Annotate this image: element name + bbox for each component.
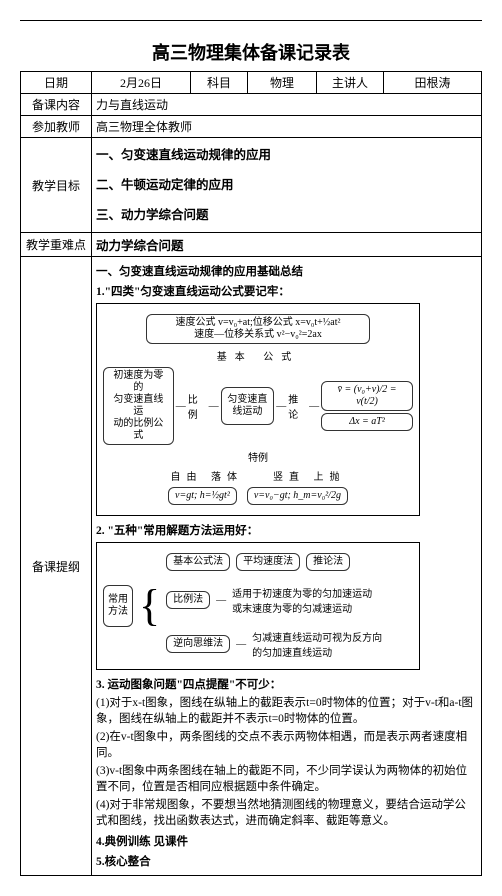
outline-p2: (2)在v-t图象中，两条图线的交点不表示两物体相遇，而是表示两者速度相同。 xyxy=(96,730,477,761)
outline-s5: 5.核心整合 xyxy=(96,853,477,869)
speaker-value: 田根涛 xyxy=(384,72,482,94)
goal-2: 二、牛顿运动定律的应用 xyxy=(96,170,477,200)
d1-right-box1: v̄ = (v₀+v)/2 = v(t/2) xyxy=(321,381,413,411)
outline-label: 备课提纲 xyxy=(21,257,92,876)
subject-label: 科目 xyxy=(191,72,248,94)
date-value: 2月26日 xyxy=(92,72,191,94)
difficult-row: 教学重难点 动力学综合问题 xyxy=(21,233,482,257)
d1-vert: 竖直 上抛 xyxy=(273,468,346,483)
diagram-four-types: 速度公式 v=v₀+at;位移公式 x=v₀t+½at² 速度—位移关系式 v²… xyxy=(96,303,420,516)
d2-c: 推论法 xyxy=(306,553,350,571)
speaker-label: 主讲人 xyxy=(317,72,384,94)
d2-b: 平均速度法 xyxy=(236,553,300,571)
goal-3: 三、动力学综合问题 xyxy=(96,200,477,230)
outline-cell: 一、匀变速直线运动规律的应用基础总结 1."四类"匀变速直线运动公式要记牢： 速… xyxy=(92,257,482,876)
d2-e: 逆向思维法 xyxy=(166,635,230,653)
header-row-1: 日期 2月26日 科目 物理 主讲人 田根涛 xyxy=(21,72,482,94)
diagram-five-methods: 常用 方法 { 基本公式法 平均速度法 推论法 比例法 — 适用于初速度为零的匀… xyxy=(96,542,420,670)
content-label: 备课内容 xyxy=(21,94,92,116)
goals-label: 教学目标 xyxy=(21,138,92,233)
d1-left-box: 初速度为零的 匀变速直线运 动的比例公式 xyxy=(103,367,174,445)
goals-cell: 一、匀变速直线运动规律的应用 二、牛顿运动定律的应用 三、动力学综合问题 xyxy=(92,138,482,233)
goals-row: 教学目标 一、匀变速直线运动规律的应用 二、牛顿运动定律的应用 三、动力学综合问… xyxy=(21,138,482,233)
teachers-label: 参加教师 xyxy=(21,116,92,138)
header-row-3: 参加教师 高三物理全体教师 xyxy=(21,116,482,138)
d1-center-node: 匀变速直 线运动 xyxy=(221,387,275,425)
teachers-value: 高三物理全体教师 xyxy=(92,116,482,138)
outline-s2: 2. "五种"常用解题方法运用好： xyxy=(96,522,477,538)
outline-p4: (4)对于非常规图象，不要想当然地猜测图线的物理意义，要结合运动学公式和图线，找… xyxy=(96,798,477,829)
d2-a: 基本公式法 xyxy=(166,553,230,571)
outline-s3: 3. 运动图象问题"四点提醒"不可少： xyxy=(96,676,477,692)
outline-s4: 4.典例训练 见课件 xyxy=(96,833,477,849)
d1-basic-label: 基本 公式 xyxy=(217,348,300,363)
d1-bottom-box2: v=v₀−gt; h_m=v₀²/2g xyxy=(247,487,348,505)
d1-top-box: 速度公式 v=v₀+at;位移公式 x=v₀t+½at² 速度—位移关系式 v²… xyxy=(146,314,370,344)
subject-value: 物理 xyxy=(248,72,317,94)
d1-bottom-box1: v=gt; h=½gt² xyxy=(168,487,237,505)
difficult-value: 动力学综合问题 xyxy=(92,233,482,257)
difficult-label: 教学重难点 xyxy=(21,233,92,257)
outline-s1: 1."四类"匀变速直线运动公式要记牢： xyxy=(96,283,477,299)
d1-right-box2: Δx = aT² xyxy=(321,413,413,431)
header-row-2: 备课内容 力与直线运动 xyxy=(21,94,482,116)
d2-e-note: 匀减速直线运动可视为反方向 的匀加速直线运动 xyxy=(252,629,382,659)
outline-row: 备课提纲 一、匀变速直线运动规律的应用基础总结 1."四类"匀变速直线运动公式要… xyxy=(21,257,482,876)
content-value: 力与直线运动 xyxy=(92,94,482,116)
d1-special: 特例 xyxy=(248,449,268,464)
outline-h1: 一、匀变速直线运动规律的应用基础总结 xyxy=(96,263,477,279)
d2-d-note: 适用于初速度为零的匀加速运动 或末速度为零的匀减速运动 xyxy=(232,585,372,615)
d1-tuilun: 推论 xyxy=(288,391,307,421)
date-label: 日期 xyxy=(21,72,92,94)
top-rule xyxy=(20,20,482,21)
outline-p3: (3)v-t图象中两条图线在轴上的截距不同，不少同学误认为两物体的初始位置不同，… xyxy=(96,764,477,795)
record-table: 日期 2月26日 科目 物理 主讲人 田根涛 备课内容 力与直线运动 参加教师 … xyxy=(20,71,482,876)
goal-1: 一、匀变速直线运动规律的应用 xyxy=(96,140,477,170)
outline-p1: (1)对于x-t图象，图线在纵轴上的截距表示t=0时物体的位置；对于v-t和a-… xyxy=(96,696,477,727)
page-title: 高三物理集体备课记录表 xyxy=(20,39,482,65)
d2-side: 常用 方法 xyxy=(103,585,133,627)
d1-ratio: 比例 xyxy=(188,391,207,421)
d1-free: 自由 落体 xyxy=(171,468,244,483)
brace-icon: { xyxy=(139,588,160,623)
d2-d: 比例法 xyxy=(166,591,210,609)
